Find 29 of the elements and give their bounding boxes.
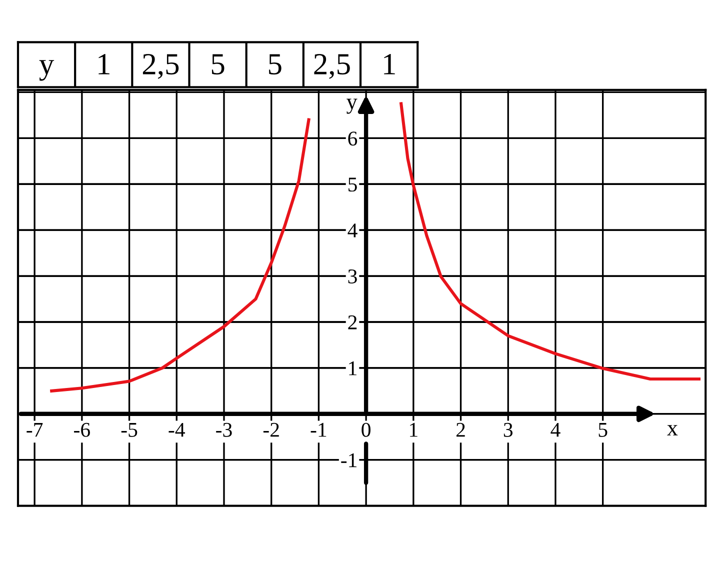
text: 2,5 (142, 54, 179, 79)
text: 5 (269, 54, 282, 75)
x-tick-label: 4 (550, 422, 560, 437)
text: 1 (98, 54, 110, 74)
x-tick-label: -1 (310, 422, 326, 437)
x-tick-label: -5 (121, 423, 138, 437)
y-axis-title: y (346, 98, 358, 114)
x-tick-label: 5 (598, 423, 608, 437)
x-tick-label: -7 (26, 423, 43, 437)
x-tick-label: -6 (74, 422, 90, 437)
y-tick-label: 3 (348, 269, 357, 284)
y-tick-label: 6 (348, 132, 358, 146)
y-tick-label: 1 (349, 361, 356, 376)
x-tick-label: 1 (410, 422, 418, 437)
y-tick-label: 4 (348, 224, 358, 238)
x-tick-label: -2 (263, 422, 279, 437)
y-tick-label: -1 (341, 453, 356, 468)
x-axis-title: x (667, 425, 678, 436)
x-tick-label: 2 (456, 422, 465, 437)
text: 2,5 (314, 54, 350, 79)
y-tick-label: 2 (348, 315, 357, 330)
x-tick-label: 0 (362, 422, 370, 437)
text: y (39, 60, 54, 81)
text: 1 (384, 54, 395, 74)
x-tick-label: -3 (216, 422, 232, 437)
y-tick-label: 5 (348, 178, 357, 192)
text: 5 (212, 54, 224, 75)
x-tick-label: -4 (168, 422, 185, 437)
x-tick-label: 3 (504, 422, 513, 437)
